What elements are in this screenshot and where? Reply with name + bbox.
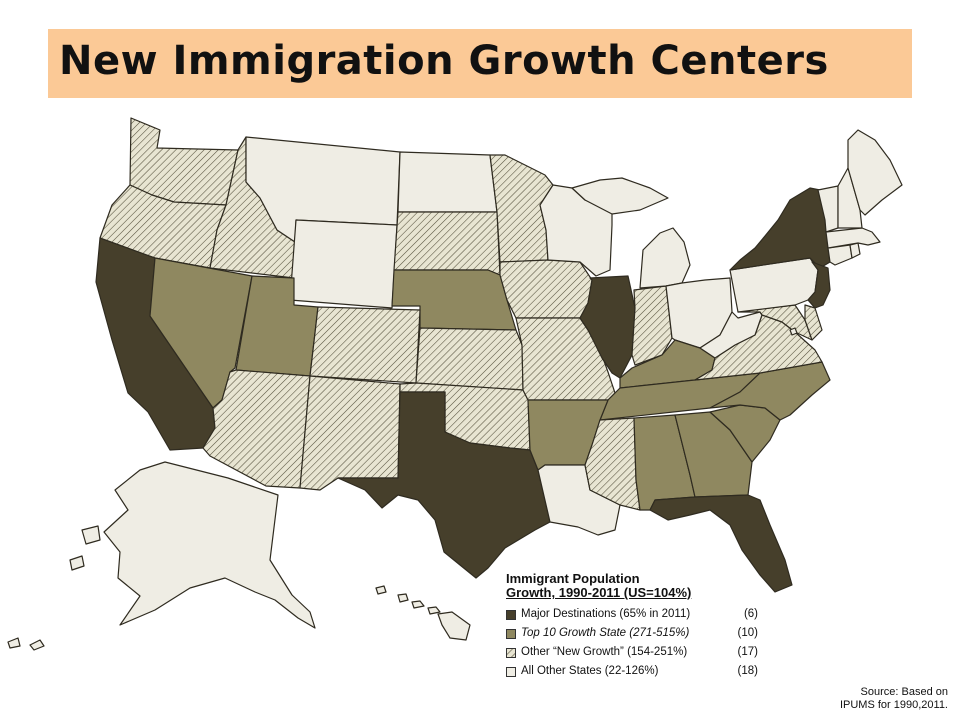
state-new-jersey bbox=[807, 261, 831, 309]
legend-item-major: Major Destinations (65% in 2011) (6) bbox=[506, 606, 766, 625]
source-line-1: Source: Based on bbox=[860, 686, 948, 698]
legend-item-new-growth: Other “New Growth” (154-251%) (17) bbox=[506, 644, 766, 663]
state-new-hampshire bbox=[837, 167, 863, 229]
state-new-mexico bbox=[299, 375, 401, 491]
title-banner: New Immigration Growth Centers bbox=[48, 29, 912, 98]
legend-label-new-growth: Other “New Growth” (154-251%) bbox=[521, 646, 688, 658]
legend-count-all-other: (18) bbox=[737, 665, 758, 677]
state-kansas bbox=[415, 327, 524, 391]
legend-swatch-all-other bbox=[506, 667, 516, 677]
source-note: Source: Based on IPUMS for 1990,2011. bbox=[840, 686, 948, 712]
legend-count-new-growth: (17) bbox=[737, 646, 758, 658]
state-new-york bbox=[729, 187, 831, 271]
state-massachusetts bbox=[825, 227, 881, 249]
state-florida bbox=[649, 494, 793, 593]
page-title: New Immigration Growth Centers bbox=[59, 38, 829, 84]
legend-title-line2: Growth, 1990-2011 (US=104%) bbox=[506, 585, 692, 600]
legend-count-top10: (10) bbox=[737, 627, 758, 639]
state-dc bbox=[789, 327, 798, 336]
state-texas bbox=[337, 391, 551, 579]
state-alaska-islands bbox=[7, 525, 101, 651]
state-illinois bbox=[579, 275, 636, 379]
legend-swatch-top10 bbox=[506, 629, 516, 639]
legend-label-major: Major Destinations (65% in 2011) bbox=[521, 608, 691, 620]
map-legend: Immigrant Population Growth, 1990-2011 (… bbox=[506, 572, 766, 682]
state-michigan bbox=[639, 227, 691, 289]
state-delaware bbox=[804, 304, 823, 341]
legend-label-top10: Top 10 Growth State (271-515%) bbox=[521, 627, 690, 639]
legend-title-line1: Immigrant Population bbox=[506, 571, 640, 586]
state-hawaii bbox=[375, 585, 471, 641]
state-alaska bbox=[103, 461, 316, 629]
state-colorado bbox=[309, 306, 421, 384]
legend-item-all-other: All Other States (22-126%) (18) bbox=[506, 663, 766, 682]
state-michigan-upper bbox=[571, 177, 669, 215]
state-maine bbox=[847, 129, 903, 216]
legend-label-all-other: All Other States (22-126%) bbox=[521, 665, 659, 677]
source-line-2: IPUMS for 1990,2011. bbox=[839, 699, 948, 711]
us-states-map bbox=[7, 117, 903, 651]
legend-swatch-major bbox=[506, 610, 516, 620]
state-south-dakota bbox=[393, 211, 501, 276]
legend-count-major: (6) bbox=[743, 608, 758, 620]
state-north-dakota bbox=[397, 151, 498, 213]
legend-swatch-new-growth bbox=[506, 648, 516, 658]
state-vermont bbox=[817, 185, 839, 233]
legend-title: Immigrant Population Growth, 1990-2011 (… bbox=[506, 572, 766, 600]
state-rhode-island bbox=[849, 242, 861, 259]
state-louisiana bbox=[537, 464, 621, 536]
state-wyoming bbox=[289, 219, 398, 309]
legend-item-top10: Top 10 Growth State (271-515%) (10) bbox=[506, 625, 766, 644]
state-iowa bbox=[499, 259, 593, 319]
